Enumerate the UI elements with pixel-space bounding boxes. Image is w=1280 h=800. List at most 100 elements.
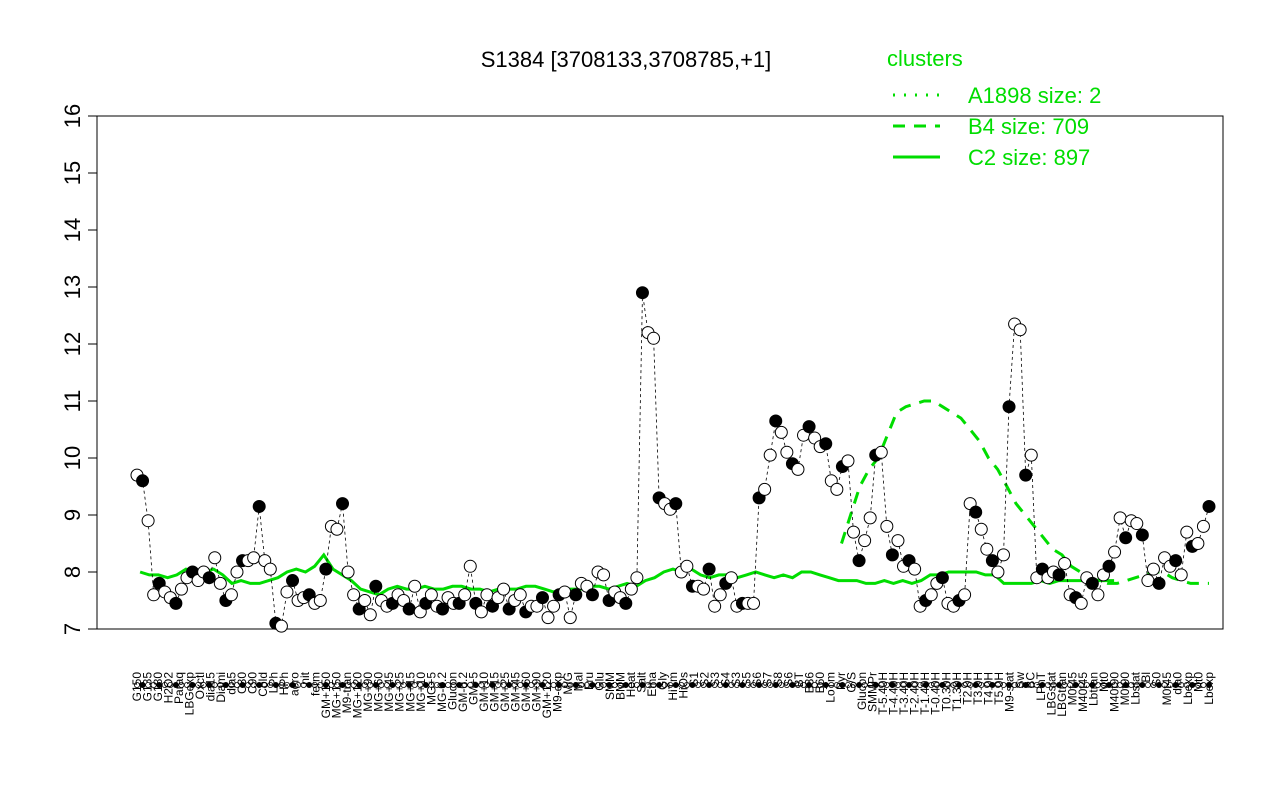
data-point: [619, 596, 633, 610]
x-tick-label: S1: [687, 672, 701, 687]
x-tick-label: HPh: [277, 672, 291, 695]
data-point: [1102, 559, 1116, 573]
data-point: [147, 588, 161, 602]
data-point: [1019, 468, 1033, 482]
y-tick-label: 12: [60, 332, 85, 356]
x-tick-label: MG+120: [351, 672, 365, 719]
data-point: [1141, 574, 1155, 588]
x-tick-label: Diami: [214, 672, 228, 703]
data-point: [1052, 568, 1066, 582]
x-tick-label: MG+45: [382, 672, 396, 712]
x-tick-label: G180: [151, 672, 165, 702]
data-point: [985, 554, 999, 568]
x-tick-label: GM+120: [540, 672, 554, 719]
data-point: [763, 448, 777, 462]
y-tick-label: 9: [60, 509, 85, 521]
x-tick-label: GM+10: [477, 672, 491, 712]
data-point: [863, 511, 877, 525]
data-point: [708, 599, 722, 613]
series-line-1: [840, 399, 1209, 585]
y-tick-label: 7: [60, 623, 85, 635]
x-tick-label: S7: [761, 672, 775, 687]
x-tick-label: M40t45: [1076, 672, 1090, 712]
data-point: [1058, 556, 1072, 570]
data-point: [435, 602, 449, 616]
x-tick-label: MG+15: [403, 672, 417, 712]
data-point: [319, 562, 333, 576]
data-point: [1085, 576, 1099, 590]
x-tick-label: Fru: [582, 672, 596, 690]
x-tick-label: dia15: [204, 672, 218, 702]
data-point: [1152, 576, 1166, 590]
data-point: [474, 605, 488, 619]
data-points: [130, 286, 1216, 633]
x-tick-label: GM+5: [466, 672, 480, 705]
data-point: [1013, 323, 1027, 337]
y-tick-label: 16: [60, 104, 85, 128]
x-tick-label: BT: [792, 671, 806, 687]
x-tick-label: G150: [130, 672, 144, 702]
data-point: [697, 582, 711, 596]
data-point: [597, 568, 611, 582]
data-point: [547, 599, 561, 613]
x-tick-label: H2O2: [162, 672, 176, 704]
data-point: [1091, 588, 1105, 602]
x-tick-label: T-3.40H: [897, 672, 911, 715]
x-tick-label: M0t45: [1160, 672, 1174, 706]
data-point: [885, 548, 899, 562]
x-tick-label: GM+25: [498, 672, 512, 712]
x-tick-label: MG+150: [330, 672, 344, 719]
x-tick-label: Gly: [656, 672, 670, 690]
data-point: [969, 505, 983, 519]
data-point: [402, 602, 416, 616]
data-point: [569, 588, 583, 602]
x-tick-label: T1.30H: [950, 672, 964, 711]
data-point: [819, 437, 833, 451]
y-tick-label: 13: [60, 275, 85, 299]
data-point: [852, 554, 866, 568]
data-point: [758, 482, 772, 496]
data-point: [1169, 554, 1183, 568]
x-tick-label: Cold: [256, 672, 270, 697]
data-point: [1196, 519, 1210, 533]
data-point: [713, 588, 727, 602]
data-point: [558, 585, 572, 599]
x-tick-label: Lbtran: [1086, 672, 1100, 706]
x-tick-label: M40t90: [1107, 672, 1121, 712]
legend-title: clusters: [887, 46, 963, 71]
x-tick-label: Oxctl: [193, 672, 207, 699]
y-axis: 7 8 9 10 11 12 13 14 15 16: [60, 104, 98, 635]
x-tick-label: aero: [288, 672, 302, 696]
x-tick-label: S6: [782, 672, 796, 687]
data-point: [858, 534, 872, 548]
data-point: [535, 591, 549, 605]
data-point: [541, 611, 555, 625]
x-tick-label: GM+45: [508, 672, 522, 712]
x-tick-label: GM+150: [319, 672, 333, 719]
x-tick-label: Glucon: [855, 672, 869, 710]
data-point: [935, 571, 949, 585]
x-tick-label: G135: [141, 672, 155, 702]
x-tick-label: Sw: [1013, 672, 1027, 689]
x-tick-label: nit: [298, 671, 312, 684]
data-point: [1024, 448, 1038, 462]
x-tick-label: LPhT: [1034, 671, 1048, 700]
x-tick-label: BC: [1023, 672, 1037, 689]
data-point: [274, 619, 288, 633]
data-point: [702, 562, 716, 576]
data-point: [680, 559, 694, 573]
x-tick-label: MG-0.2: [435, 672, 449, 712]
x-tick-label: BMM: [614, 672, 628, 700]
data-point: [363, 608, 377, 622]
x-tick-label: B36: [803, 672, 817, 694]
x-tick-label: LBGexp: [183, 672, 197, 716]
data-point: [286, 574, 300, 588]
data-point: [774, 425, 788, 439]
x-tick-label: S0: [1150, 672, 1164, 687]
data-point: [358, 594, 372, 607]
x-tick-label: dia5: [225, 672, 239, 695]
data-point: [497, 582, 511, 596]
x-tick-label: B60: [813, 672, 827, 694]
x-tick-label: T-2.40H: [908, 672, 922, 715]
